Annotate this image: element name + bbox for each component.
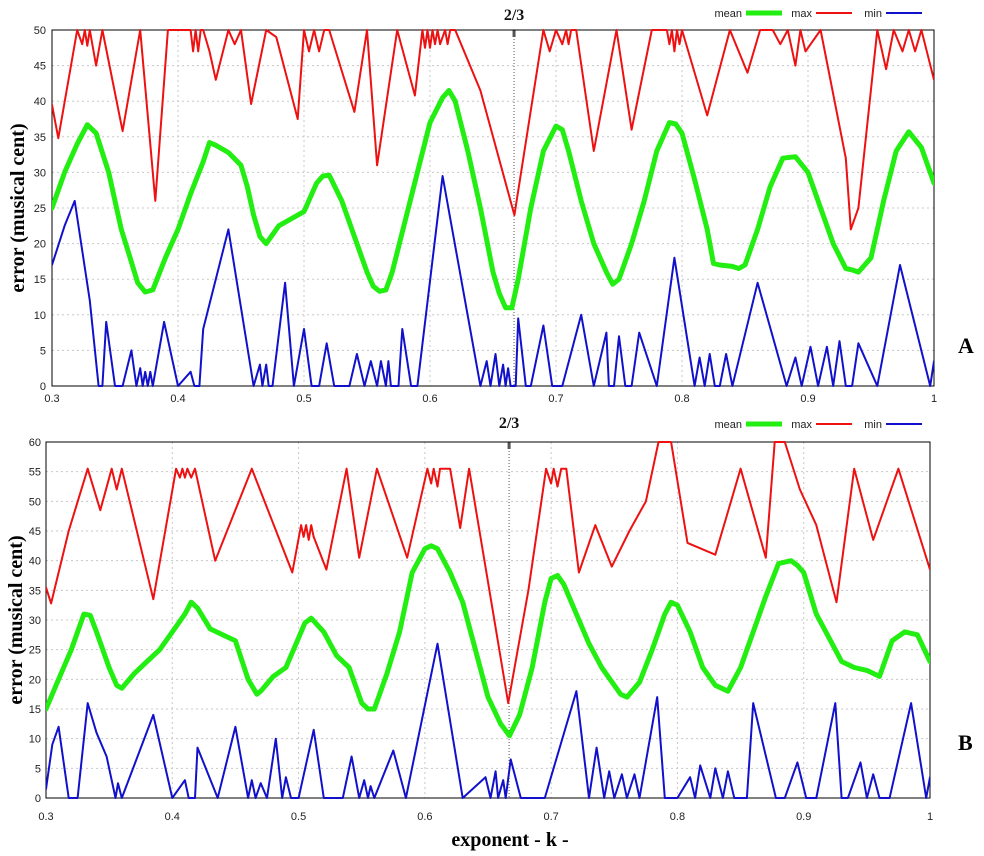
y-tick-label: 55: [29, 467, 41, 479]
x-tick-label: 1: [927, 811, 933, 823]
series-line-max: [52, 29, 934, 231]
y-tick-label: 10: [29, 734, 41, 746]
legend-label-max: max: [791, 8, 812, 20]
y-tick-label: 10: [34, 310, 46, 322]
x-tick-label: 0.4: [165, 811, 180, 823]
y-tick-label: 40: [29, 556, 41, 568]
y-tick-label: 30: [29, 615, 41, 627]
y-tick-label: 25: [34, 203, 46, 215]
panel-a: 0.3 0.4 0.5 0.6 0.7 0.8 0.9 1051015202530354045…: [7, 7, 974, 405]
y-tick-label: 15: [34, 274, 46, 286]
legend-label-min: min: [864, 8, 882, 20]
x-tick-label: 0.9: [800, 393, 815, 405]
legend-label-min: min: [864, 419, 882, 431]
panel-b: 0.3 0.4 0.5 0.6 0.7 0.8 0.9 1051015202530354045…: [5, 415, 973, 823]
panel-letter: B: [958, 730, 973, 755]
legend-label-mean: mean: [714, 419, 742, 431]
x-tick-label: 0.5: [296, 393, 311, 405]
legend-label-max: max: [791, 419, 812, 431]
x-tick-label: 0.6: [422, 393, 437, 405]
y-tick-label: 0: [40, 381, 46, 393]
y-tick-label: 35: [29, 585, 41, 597]
series-line-max: [46, 441, 930, 705]
x-tick-label: 1: [931, 393, 937, 405]
panel-letter: A: [958, 333, 974, 358]
x-tick-label: 0.3: [44, 393, 59, 405]
x-tick-label: 0.7: [548, 393, 563, 405]
series-line-min: [46, 642, 930, 799]
plot-frame: [45, 441, 931, 799]
y-tick-label: 50: [34, 25, 46, 37]
y-axis-label: error (musical cent): [7, 123, 29, 292]
y-tick-label: 20: [34, 239, 46, 251]
y-tick-label: 60: [29, 437, 41, 449]
x-tick-label: 0.3: [38, 811, 53, 823]
y-tick-label: 30: [34, 167, 46, 179]
legend-label-mean: mean: [714, 8, 742, 20]
y-tick-label: 25: [29, 645, 41, 657]
series-group: [46, 441, 930, 799]
y-tick-label: 15: [29, 704, 41, 716]
series-line-min: [52, 175, 934, 387]
y-axis-label: error (musical cent): [5, 535, 27, 704]
x-tick-label: 0.7: [543, 811, 558, 823]
x-tick-label: 0.8: [670, 811, 685, 823]
panel-title: 2/3: [499, 415, 519, 432]
y-tick-label: 35: [34, 132, 46, 144]
x-tick-label: 0.4: [170, 393, 185, 405]
x-tick-label: 0.9: [796, 811, 811, 823]
marker-notch: [507, 442, 511, 449]
x-tick-label: 0.8: [674, 393, 689, 405]
series-group: [52, 29, 934, 387]
y-tick-label: 40: [34, 96, 46, 108]
series-line-mean: [52, 88, 934, 311]
x-tick-label: 0.6: [417, 811, 432, 823]
y-tick-label: 20: [29, 674, 41, 686]
series-line-mean: [46, 543, 930, 739]
marker-notch: [512, 30, 516, 37]
y-tick-label: 5: [40, 345, 46, 357]
x-tick-label: 0.5: [291, 811, 306, 823]
x-axis-label: exponent - k -: [451, 829, 568, 851]
y-tick-label: 5: [35, 763, 41, 775]
y-tick-label: 50: [29, 496, 41, 508]
panel-title: 2/3: [504, 7, 524, 24]
y-tick-label: 0: [35, 793, 41, 805]
y-tick-label: 45: [29, 526, 41, 538]
y-tick-label: 45: [34, 61, 46, 73]
